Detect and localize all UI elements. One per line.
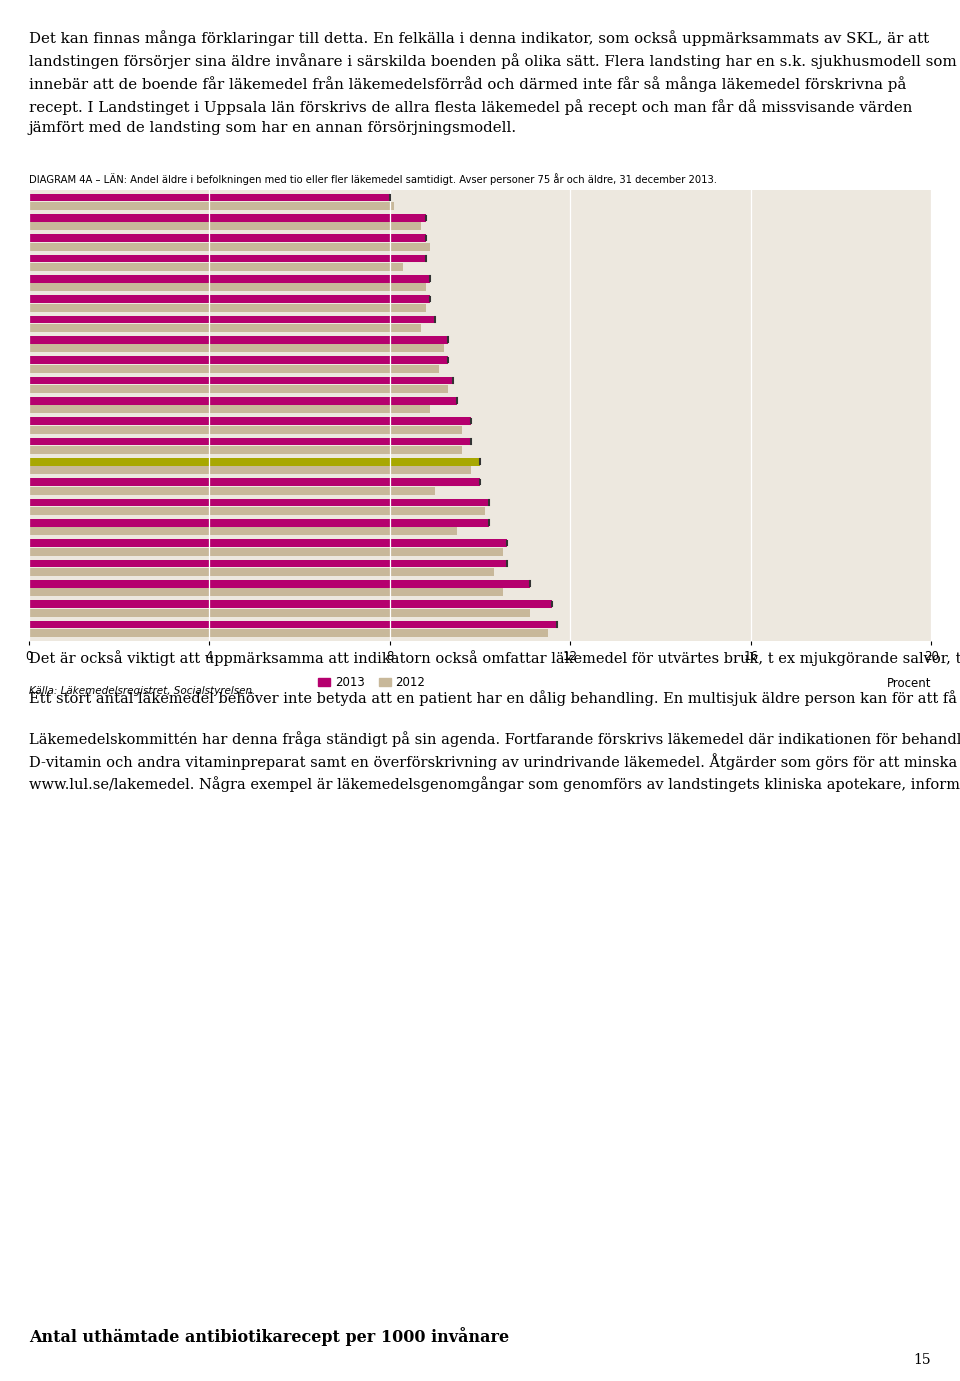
Bar (29, 385, 448, 392)
Bar (29, 580, 530, 588)
Legend: 2013, 2012: 2013, 2012 (314, 671, 430, 693)
Bar (29, 243, 430, 250)
Bar (29, 316, 435, 323)
Bar (29, 559, 507, 568)
Bar (29, 396, 458, 405)
Text: Antal uthämtade antibiotikarecept per 1000 invånare: Antal uthämtade antibiotikarecept per 10… (29, 1327, 509, 1345)
Bar (29, 425, 462, 434)
Bar (29, 467, 471, 474)
Text: Det är också viktigt att uppmärksamma att indikatorn också omfattar läkemedel fö: Det är också viktigt att uppmärksamma at… (29, 649, 960, 791)
Bar (29, 458, 480, 465)
Bar (29, 568, 493, 576)
Bar (29, 304, 426, 312)
Bar (29, 499, 489, 507)
Text: Det kan finnas många förklaringar till detta. En felkälla i denna indikator, som: Det kan finnas många förklaringar till d… (29, 30, 956, 135)
Bar (29, 356, 448, 365)
Bar (29, 214, 426, 222)
Bar (29, 478, 480, 486)
Bar (29, 235, 426, 242)
Bar (29, 296, 430, 302)
Bar (29, 254, 426, 262)
Bar (29, 336, 448, 344)
Bar (29, 507, 485, 515)
Bar (29, 438, 471, 445)
Bar (29, 588, 503, 597)
Bar (29, 630, 547, 637)
Bar (29, 365, 440, 373)
Bar (29, 528, 458, 536)
Bar (29, 519, 489, 526)
Bar (29, 275, 430, 283)
Bar (29, 609, 530, 616)
Bar (29, 264, 403, 271)
Bar (29, 222, 421, 231)
Bar (29, 193, 390, 202)
Bar (29, 601, 552, 608)
Bar (29, 487, 435, 494)
Bar (29, 377, 453, 384)
Bar (29, 417, 471, 425)
Bar (29, 406, 430, 413)
Text: Procent: Procent (887, 677, 931, 690)
Bar (29, 548, 503, 555)
Text: DIAGRAM 4A – LÄN: Andel äldre i befolkningen med tio eller fler läkemedel samtid: DIAGRAM 4A – LÄN: Andel äldre i befolkni… (29, 173, 717, 185)
Bar (29, 344, 444, 352)
Text: 15: 15 (914, 1353, 931, 1367)
Bar (29, 446, 462, 454)
Bar (29, 539, 507, 547)
Bar (29, 325, 421, 331)
Bar (29, 283, 426, 291)
Bar (29, 202, 395, 210)
Text: Källa: Läkemedelsregistret, Socialstyrelsen.: Källa: Läkemedelsregistret, Socialstyrel… (29, 686, 255, 696)
Bar (29, 620, 557, 628)
